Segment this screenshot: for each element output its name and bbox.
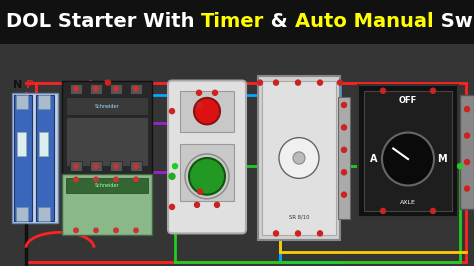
Circle shape xyxy=(295,80,301,85)
Circle shape xyxy=(273,80,279,85)
Circle shape xyxy=(257,80,263,85)
Bar xyxy=(62,81,152,174)
Text: Auto Manual: Auto Manual xyxy=(295,13,434,31)
Circle shape xyxy=(341,170,346,175)
Text: Switch: Switch xyxy=(434,13,474,31)
Bar xyxy=(180,91,234,131)
Circle shape xyxy=(134,164,138,168)
Text: &: & xyxy=(264,13,295,31)
Text: SR 8/10: SR 8/10 xyxy=(289,215,309,220)
Circle shape xyxy=(94,164,98,168)
Circle shape xyxy=(114,177,118,182)
Bar xyxy=(16,207,28,221)
Circle shape xyxy=(189,158,225,195)
Bar xyxy=(17,131,26,156)
Circle shape xyxy=(381,209,385,214)
Text: AXLE: AXLE xyxy=(400,200,416,205)
Bar xyxy=(460,95,474,209)
Circle shape xyxy=(381,88,385,93)
Bar xyxy=(358,85,458,217)
Circle shape xyxy=(341,125,346,130)
Circle shape xyxy=(212,90,218,95)
Circle shape xyxy=(198,189,202,194)
Bar xyxy=(262,81,336,235)
Circle shape xyxy=(318,231,322,236)
Circle shape xyxy=(94,177,98,182)
Bar xyxy=(38,95,50,109)
Circle shape xyxy=(341,147,346,152)
Circle shape xyxy=(94,86,98,91)
Bar xyxy=(12,93,58,223)
Circle shape xyxy=(197,90,201,95)
Bar xyxy=(364,91,452,211)
Text: Schneider: Schneider xyxy=(95,183,119,188)
Bar xyxy=(110,84,122,94)
Circle shape xyxy=(173,164,177,169)
Circle shape xyxy=(74,86,78,91)
Bar xyxy=(16,95,28,109)
Circle shape xyxy=(295,231,301,236)
Circle shape xyxy=(94,228,98,232)
Circle shape xyxy=(74,177,78,182)
Circle shape xyxy=(430,209,436,214)
Bar xyxy=(38,207,50,221)
Bar xyxy=(110,161,122,171)
Bar xyxy=(338,97,350,219)
Circle shape xyxy=(279,138,319,178)
Bar xyxy=(130,84,142,94)
Circle shape xyxy=(170,109,174,114)
Circle shape xyxy=(465,186,470,191)
Circle shape xyxy=(134,86,138,91)
Text: DOL Starter With: DOL Starter With xyxy=(6,13,201,31)
Text: OFF: OFF xyxy=(399,97,417,105)
Text: P: P xyxy=(26,80,34,90)
Circle shape xyxy=(341,192,346,197)
Circle shape xyxy=(74,164,78,168)
Circle shape xyxy=(134,228,138,232)
Circle shape xyxy=(194,98,220,124)
Circle shape xyxy=(114,228,118,232)
Circle shape xyxy=(74,228,78,232)
Circle shape xyxy=(106,80,110,85)
Bar xyxy=(14,95,32,221)
Circle shape xyxy=(114,86,118,91)
Bar xyxy=(66,178,148,193)
Bar xyxy=(180,144,234,201)
Circle shape xyxy=(465,107,470,112)
Circle shape xyxy=(465,160,470,165)
Text: N: N xyxy=(13,80,23,90)
Bar xyxy=(90,161,102,171)
Bar xyxy=(258,77,340,239)
Bar xyxy=(66,97,148,115)
Bar xyxy=(62,174,152,235)
Bar xyxy=(90,84,102,94)
Circle shape xyxy=(169,173,175,179)
Circle shape xyxy=(215,202,219,207)
Circle shape xyxy=(465,133,470,138)
Circle shape xyxy=(293,152,305,164)
Circle shape xyxy=(457,164,463,169)
Text: Schneider: Schneider xyxy=(95,103,119,109)
Circle shape xyxy=(134,177,138,182)
Circle shape xyxy=(194,202,200,207)
Bar xyxy=(36,95,54,221)
Circle shape xyxy=(318,80,322,85)
Circle shape xyxy=(114,164,118,168)
Text: A: A xyxy=(370,154,378,164)
FancyBboxPatch shape xyxy=(168,81,246,233)
Circle shape xyxy=(341,102,346,107)
Text: Timer: Timer xyxy=(201,13,264,31)
Bar xyxy=(130,161,142,171)
Circle shape xyxy=(430,88,436,93)
Bar xyxy=(66,117,148,166)
Bar xyxy=(70,161,82,171)
Circle shape xyxy=(382,132,434,185)
Circle shape xyxy=(273,231,279,236)
Text: M: M xyxy=(437,154,447,164)
Bar xyxy=(39,131,48,156)
Bar xyxy=(70,84,82,94)
Circle shape xyxy=(198,102,202,107)
Circle shape xyxy=(170,204,174,209)
Circle shape xyxy=(337,80,343,85)
